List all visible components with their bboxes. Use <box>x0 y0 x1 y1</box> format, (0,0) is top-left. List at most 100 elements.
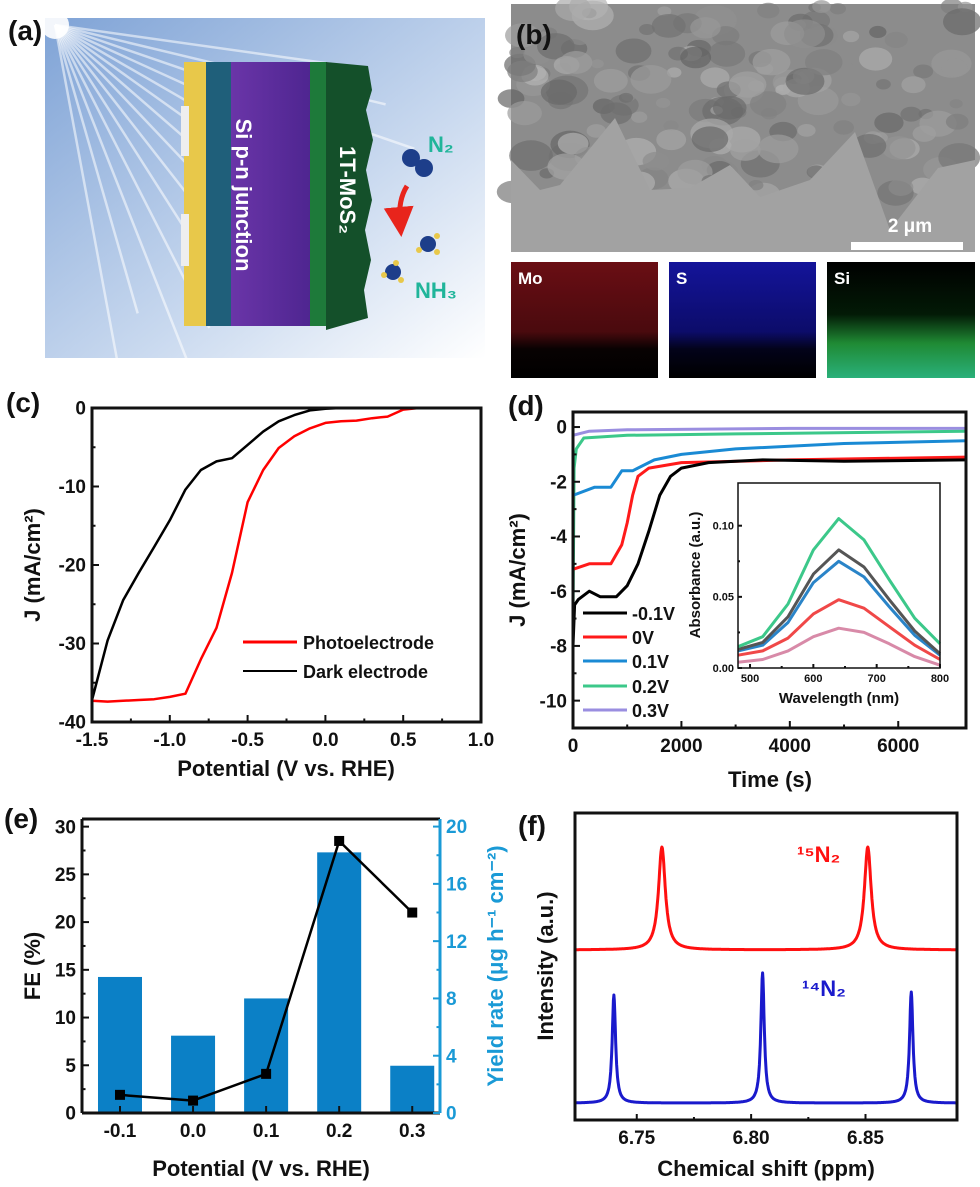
sem-grain <box>507 60 538 83</box>
y-tick-label: 0 <box>446 1104 457 1125</box>
y-axis-title: J (mA/cm²) <box>20 508 45 622</box>
x-tick-label: 0.0 <box>312 730 338 751</box>
sem-grain <box>728 71 767 98</box>
sem-grain <box>655 97 671 109</box>
light-ray <box>54 23 353 68</box>
sem-grain <box>630 65 672 94</box>
fe-marker <box>334 835 345 846</box>
sem-grain <box>749 91 787 117</box>
sem-grain <box>833 120 854 135</box>
sem-grain <box>537 33 575 60</box>
sem-grain <box>639 23 655 36</box>
sem-grain <box>752 48 791 76</box>
spectrum-line <box>574 845 958 952</box>
legend-label: 0.2V <box>632 677 669 697</box>
sem-grain <box>949 99 963 109</box>
inset-y-axis-title: Absorbance (a.u.) <box>687 512 704 639</box>
y-tick-label: 25 <box>55 865 77 886</box>
sem-grain <box>691 126 729 152</box>
x-axis-title: Potential (V vs. RHE) <box>177 756 395 781</box>
sem-grain <box>666 67 682 78</box>
sem-grain <box>507 101 542 126</box>
x-axis-title: Chemical shift (ppm) <box>657 1156 875 1181</box>
legend-label: Photoelectrode <box>303 633 434 653</box>
y-tick-label: 20 <box>446 817 467 838</box>
contact-pad <box>181 106 189 156</box>
scale-bar-label: 2 μm <box>888 216 932 237</box>
y-tick-label: -6 <box>550 582 567 603</box>
x-tick-label: 6.80 <box>733 1128 770 1149</box>
series-line <box>572 426 966 437</box>
x-tick-label: 6000 <box>877 736 919 757</box>
catalyst-label: 1T-MoS₂ <box>335 146 360 234</box>
inset-series-line <box>737 559 941 657</box>
reactant-label: N₂ <box>428 132 454 157</box>
y-tick-label: -30 <box>59 634 86 655</box>
panel-label-f: (f) <box>518 810 546 841</box>
chart-c: -1.5 -1.0 -0.5 0.0 0.5 1.0 0 -10 -20 -30 -40 <box>59 399 495 751</box>
sem-grain <box>615 38 652 64</box>
x-tick-label: 600 <box>804 673 822 685</box>
sem-grain <box>712 95 747 120</box>
sem-grain <box>757 2 780 19</box>
x-tick-label: 6.85 <box>847 1128 884 1149</box>
sem-grain <box>912 125 937 142</box>
sem-grain <box>869 25 887 39</box>
sem-grain <box>600 102 632 125</box>
mos2-layer <box>326 62 373 330</box>
sem-grain <box>730 139 761 161</box>
x-tick-label: 4000 <box>769 736 811 757</box>
y-tick-label: 5 <box>65 1056 76 1077</box>
series-line <box>90 406 373 701</box>
sem-grain <box>841 92 861 107</box>
sem-grain <box>945 113 969 130</box>
sem-grain <box>559 51 593 74</box>
eds-map-label: S <box>676 269 687 288</box>
plot-frame <box>571 410 968 730</box>
sem-grain <box>656 129 687 151</box>
fe-marker <box>261 1068 272 1079</box>
sem-grain <box>842 30 860 43</box>
sem-grain <box>651 14 686 38</box>
legend-label: -0.1V <box>632 604 675 624</box>
scale-bar <box>851 242 963 250</box>
sem-grain <box>829 3 846 15</box>
sem-grain <box>631 111 648 123</box>
sem-grain <box>708 40 746 67</box>
light-ray <box>53 24 119 360</box>
panel-label-d: (d) <box>508 390 544 421</box>
y-tick-label: 0.05 <box>713 592 734 604</box>
x-tick-label: 0.2 <box>326 1121 352 1142</box>
sem-grain <box>509 47 526 59</box>
fe-marker <box>188 1095 199 1106</box>
sem-grain <box>509 140 553 171</box>
contact-pad <box>181 214 189 266</box>
inset-series-line <box>737 626 941 667</box>
series-label-15n2: ¹⁵N₂ <box>797 842 840 867</box>
legend-label: Dark electrode <box>303 662 428 682</box>
sem-grain <box>642 151 670 171</box>
panel-label-b: (b) <box>516 19 552 50</box>
pyramid-substrate <box>511 118 975 252</box>
x-tick-label: 0.3 <box>399 1121 425 1142</box>
x-axis-title: Time (s) <box>728 767 812 792</box>
light-ray <box>53 24 196 380</box>
panel-label-a: (a) <box>8 15 42 46</box>
y-tick-label: -40 <box>59 713 86 734</box>
panel-a-illustration: Si p-n junction 1T-MoS₂ N₂ NH₃ <box>41 11 485 380</box>
bar <box>317 852 362 1113</box>
y-axis-title: Intensity (a.u.) <box>533 891 558 1040</box>
sem-grain <box>797 124 816 137</box>
sem-grain <box>876 79 891 90</box>
series-label-14n2: ¹⁴N₂ <box>802 976 846 1001</box>
chart-e: -0.1 0.0 0.1 0.2 0.3 0 5 10 15 20 25 30 0 4 8 12 16 20 <box>55 817 467 1142</box>
y-tick-label: 4 <box>446 1046 457 1067</box>
sem-grain <box>943 8 980 36</box>
sem-grain <box>783 19 826 49</box>
product-label: NH₃ <box>415 278 457 303</box>
sem-grain <box>901 76 926 94</box>
light-ray <box>53 24 211 329</box>
plot-frame <box>573 811 959 1122</box>
panel-b-sem-image: 2 μm <box>496 0 980 252</box>
